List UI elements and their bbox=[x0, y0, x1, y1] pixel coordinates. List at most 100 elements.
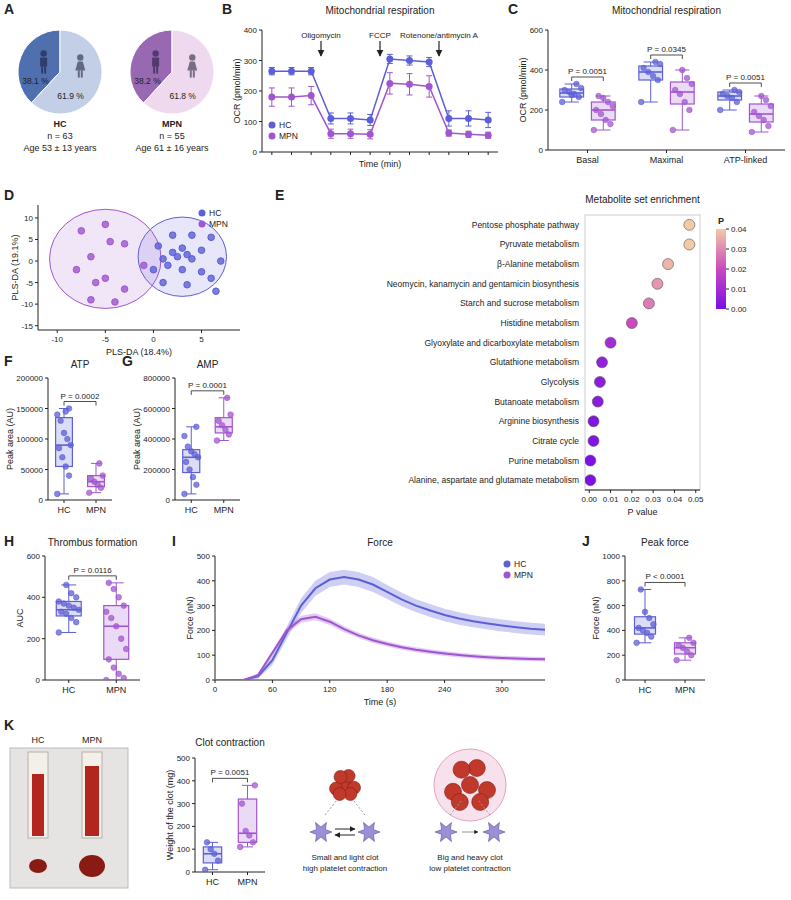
marker bbox=[426, 59, 433, 66]
error-bar bbox=[269, 88, 275, 106]
x-axis-line bbox=[48, 500, 112, 501]
data-point bbox=[102, 275, 109, 282]
data-point bbox=[212, 851, 218, 857]
p-bracket bbox=[645, 582, 685, 586]
pie-caption: Age 53 ± 13 years bbox=[24, 143, 97, 153]
category-label: Citrate cycle bbox=[532, 436, 579, 446]
category-label: Butanoate metabolism bbox=[494, 397, 579, 407]
person-icon-leg bbox=[81, 71, 83, 78]
person-icon-body bbox=[40, 58, 47, 67]
y-tick bbox=[622, 655, 625, 656]
error-bar bbox=[485, 112, 491, 127]
y-tick-label: 200 bbox=[197, 626, 211, 635]
person-icon-head bbox=[189, 54, 195, 60]
data-point bbox=[88, 253, 95, 260]
slice-label: 38.1 % bbox=[22, 76, 49, 86]
pie-slice bbox=[144, 30, 214, 114]
data-point bbox=[578, 85, 584, 91]
red-cell-icon bbox=[333, 788, 346, 801]
y-tick bbox=[35, 261, 38, 262]
dot bbox=[684, 239, 695, 250]
data-point bbox=[751, 109, 757, 115]
annotation: Rotenone/antimycin A bbox=[400, 31, 478, 40]
plot-area bbox=[202, 783, 257, 872]
data-point bbox=[591, 127, 597, 133]
category-label: Pentose phosphate pathway bbox=[472, 220, 580, 230]
plot-area bbox=[634, 587, 696, 663]
whisker-cap bbox=[679, 660, 692, 661]
x-tick bbox=[409, 152, 410, 155]
marker bbox=[465, 131, 472, 138]
tube bbox=[28, 752, 48, 838]
x-tick-label: 120 bbox=[323, 685, 337, 694]
y-tick-label: 10 bbox=[24, 214, 33, 223]
dot bbox=[588, 435, 599, 446]
y-tick-label: 0 bbox=[29, 257, 34, 266]
colorbar-title: P bbox=[718, 216, 724, 226]
panel-letter: B bbox=[222, 1, 232, 17]
x-tick bbox=[695, 490, 696, 493]
x-tick bbox=[272, 680, 273, 683]
force-arrow bbox=[462, 832, 478, 833]
y-tick bbox=[42, 638, 45, 639]
x-tick bbox=[653, 490, 654, 493]
marker bbox=[308, 68, 315, 75]
x-tick bbox=[645, 680, 646, 683]
y-tick bbox=[192, 803, 195, 804]
data-point bbox=[574, 81, 580, 87]
dot bbox=[605, 337, 616, 348]
x-tick bbox=[215, 680, 216, 683]
data-point bbox=[682, 99, 688, 105]
x-tick-label: 0.03 bbox=[645, 495, 661, 504]
x-tick bbox=[330, 152, 331, 155]
panel-letter: D bbox=[4, 187, 14, 203]
y-tick-label: 200 bbox=[530, 106, 544, 115]
data-point bbox=[63, 409, 69, 415]
y-tick-label: -10 bbox=[21, 300, 33, 309]
schematic-label: high platelet contraction bbox=[303, 864, 388, 873]
y-tick bbox=[212, 655, 215, 656]
data-point bbox=[689, 81, 695, 87]
red-cell-icon bbox=[462, 777, 479, 794]
data-point bbox=[224, 395, 230, 401]
x-tick bbox=[745, 150, 746, 153]
whisker bbox=[223, 398, 224, 418]
dot bbox=[592, 396, 603, 407]
data-point bbox=[732, 87, 738, 93]
whisker-cap bbox=[242, 785, 253, 786]
data-point bbox=[603, 117, 609, 123]
y-tick-label: 50000 bbox=[21, 466, 44, 475]
whisker bbox=[685, 654, 686, 660]
data-point bbox=[208, 846, 214, 852]
dot bbox=[594, 376, 605, 387]
y-tick-label: 400 bbox=[177, 777, 191, 786]
data-point bbox=[559, 99, 565, 105]
data-point bbox=[247, 833, 253, 839]
y-tick-label: 200000 bbox=[16, 374, 43, 383]
x-tick bbox=[589, 490, 590, 493]
data-point bbox=[160, 279, 167, 286]
y-tick-label: 400 bbox=[607, 626, 621, 635]
data-point bbox=[655, 77, 661, 83]
panel-title: Metabolite set enrichment bbox=[585, 194, 700, 205]
red-cell-icon bbox=[334, 770, 347, 783]
marker bbox=[268, 94, 275, 101]
annotation-arrow bbox=[438, 41, 439, 56]
marker bbox=[386, 80, 393, 87]
legend-label: MPN bbox=[279, 131, 298, 141]
error-bar bbox=[367, 114, 373, 125]
y-tick-label: 200 bbox=[177, 822, 191, 831]
error-bar bbox=[328, 113, 334, 124]
data-point bbox=[102, 221, 109, 228]
panel-title: Mitochondrial respiration bbox=[612, 5, 721, 16]
y-tick-label: 600 bbox=[530, 26, 544, 35]
y-tick-label: 200 bbox=[244, 87, 258, 96]
data-point bbox=[239, 801, 245, 807]
panel-letter: G bbox=[122, 353, 133, 369]
y-tick bbox=[45, 408, 48, 409]
whisker-cap bbox=[207, 869, 218, 870]
y-tick-label: 100 bbox=[177, 845, 191, 854]
x-tick-label: HC bbox=[206, 877, 219, 887]
x-axis-title: PLS-DA (18.4%) bbox=[106, 347, 172, 357]
marker bbox=[367, 131, 374, 138]
